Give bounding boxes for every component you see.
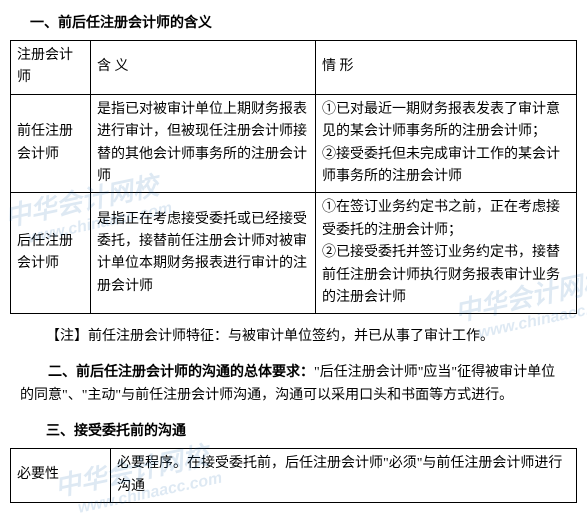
table-row: 后任注册会计师 是指正在考虑接受委托或已经接受委托，接替前任注册会计师对被审计单…: [11, 193, 577, 314]
table-necessity: 必要性 必要程序。在接受委托前，后任注册会计师"必须"与前任注册会计师进行沟通: [10, 448, 577, 503]
table-header-cell: 情 形: [316, 41, 577, 95]
note-text: 【注】前任注册会计师特征：与被审计单位签约，并已从事了审计工作。: [46, 326, 577, 348]
section-2-paragraph: 二、前后任注册会计师的沟通的总体要求："后任注册会计师"应当"征得被审计单位的同…: [20, 361, 567, 409]
table-header-row: 注册会计师 含 义 情 形: [11, 41, 577, 95]
section-heading-1: 一、前后任注册会计师的含义: [30, 12, 577, 32]
table-cell: ①已对最近一期财务报表发表了审计意见的某会计师事务所的注册会计师；②接受委托但未…: [316, 94, 577, 193]
table-cell: 后任注册会计师: [11, 193, 91, 314]
section-heading-3: 三、接受委托前的沟通: [46, 420, 577, 440]
table-cell: 必要程序。在接受委托前，后任注册会计师"必须"与前任注册会计师进行沟通: [111, 449, 577, 503]
table-cell: ①在签订业务约定书之前，正在考虑接受委托的注册会计师；②已接受委托并签订业务约定…: [316, 193, 577, 314]
table-cell: 前任注册会计师: [11, 94, 91, 193]
table-cell: 是指已对被审计单位上期财务报表进行审计，但被现任注册会计师接替的其他会计师事务所…: [91, 94, 316, 193]
table-cell: 必要性: [11, 449, 111, 503]
table-row: 必要性 必要程序。在接受委托前，后任注册会计师"必须"与前任注册会计师进行沟通: [11, 449, 577, 503]
section-heading-2: 二、前后任注册会计师的沟通的总体要求：: [48, 365, 314, 380]
table-header-cell: 注册会计师: [11, 41, 91, 95]
table-header-cell: 含 义: [91, 41, 316, 95]
table-definitions: 注册会计师 含 义 情 形 前任注册会计师 是指已对被审计单位上期财务报表进行审…: [10, 40, 577, 314]
table-cell: 是指正在考虑接受委托或已经接受委托，接替前任注册会计师对被审计单位本期财务报表进…: [91, 193, 316, 314]
table-row: 前任注册会计师 是指已对被审计单位上期财务报表进行审计，但被现任注册会计师接替的…: [11, 94, 577, 193]
